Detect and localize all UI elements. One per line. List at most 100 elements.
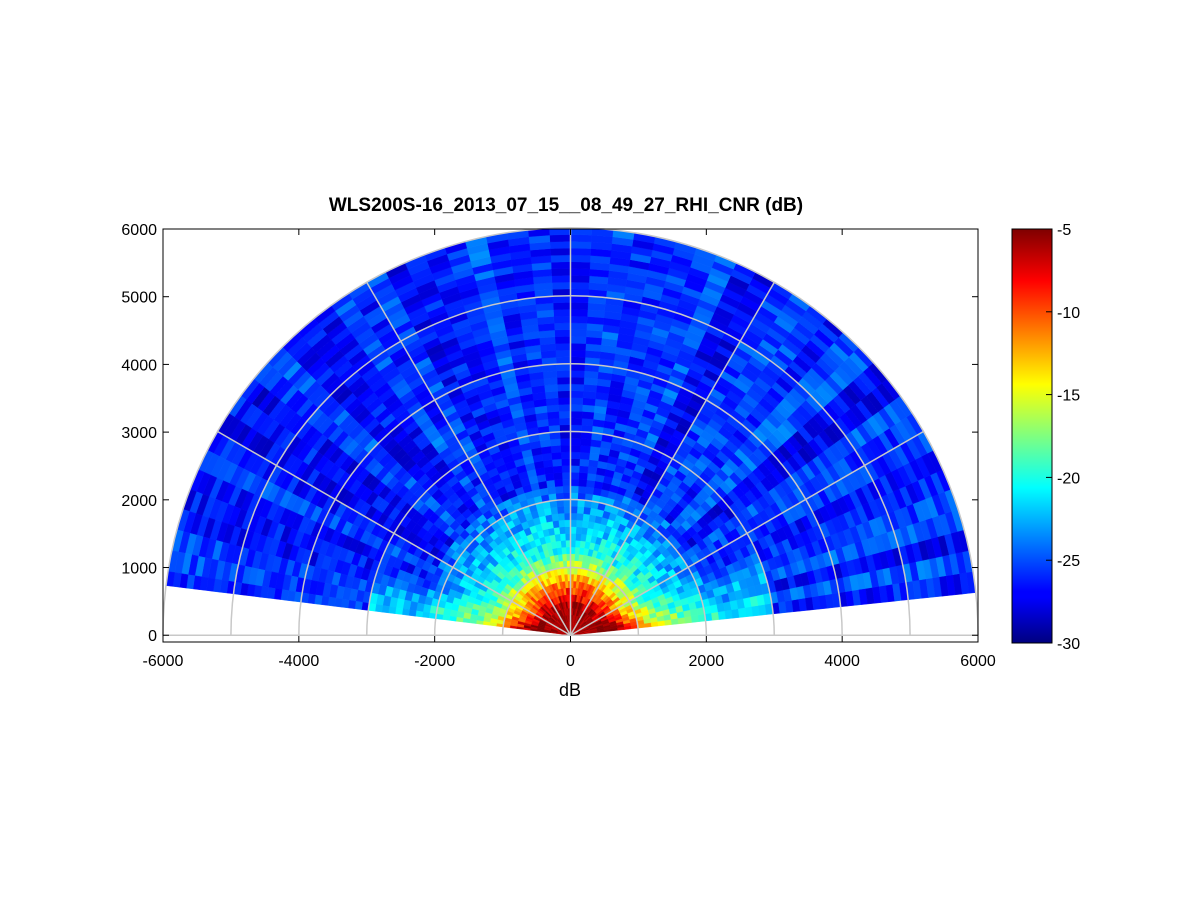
heatmap-cell <box>408 609 417 617</box>
y-tick-label: 3000 <box>121 425 157 442</box>
heatmap-cell <box>551 513 559 522</box>
heatmap-cell <box>549 438 561 447</box>
heatmap-cell <box>553 478 563 487</box>
heatmap-cell <box>585 479 596 488</box>
heatmap-cell <box>556 370 571 378</box>
heatmap-cell <box>558 410 571 419</box>
colorbar-tick-label: -15 <box>1057 388 1080 405</box>
heatmap-cell <box>564 526 571 534</box>
heatmap-cell <box>570 465 580 473</box>
heatmap-cell <box>570 512 578 521</box>
x-tick-label: 4000 <box>824 653 860 670</box>
heatmap-cell <box>545 479 556 488</box>
heatmap-cell <box>570 410 583 419</box>
heatmap-cell <box>401 608 410 616</box>
heatmap-cell <box>570 268 590 277</box>
polar-grid <box>162 227 979 636</box>
heatmap-cell <box>552 288 571 297</box>
heatmap-cell <box>557 397 571 405</box>
heatmap-cell <box>456 610 465 619</box>
heatmap-cell <box>581 411 595 420</box>
heatmap-cell <box>341 598 350 609</box>
heatmap-cell <box>570 478 579 487</box>
heatmap-cell <box>570 417 583 426</box>
heatmap-cell <box>576 506 585 514</box>
y-tick-label: 4000 <box>121 357 157 374</box>
heatmap-cell <box>421 611 430 619</box>
colorbar <box>1011 228 1053 644</box>
heatmap-cell <box>563 499 571 507</box>
heatmap-cell <box>580 533 587 542</box>
heatmap-cell <box>559 533 566 541</box>
heatmap-cell <box>553 308 571 317</box>
heatmap-cell <box>388 606 397 614</box>
heatmap-cell <box>551 451 562 460</box>
heatmap-cell <box>546 411 560 420</box>
heatmap-cell <box>577 485 587 494</box>
x-axis-label: dB <box>559 680 581 700</box>
heatmap-cell <box>381 605 390 614</box>
heatmap-cell <box>582 513 590 522</box>
heatmap-cell <box>551 275 571 283</box>
heatmap-cell <box>551 458 562 467</box>
heatmap-cell <box>552 302 571 310</box>
heatmap-cell <box>554 329 571 338</box>
heatmap-cell <box>550 254 571 263</box>
x-tick-label: 6000 <box>960 653 996 670</box>
heatmap-cell <box>570 288 589 297</box>
heatmap-cell <box>546 404 560 413</box>
heatmap-cell <box>415 610 424 618</box>
y-axis: 0 1000 2000 3000 4000 5000 6000 <box>121 222 978 645</box>
heatmap-cell <box>553 315 571 324</box>
heatmap-cell <box>570 261 591 270</box>
heatmap-cell <box>563 512 571 521</box>
x-tick-label: -2000 <box>414 653 455 670</box>
heatmap-cell <box>557 383 571 392</box>
heatmap-cell <box>556 376 571 385</box>
heatmap-cell <box>562 492 571 500</box>
polar-spoke <box>569 281 775 636</box>
heatmap-cell <box>570 356 586 365</box>
heatmap-cell <box>573 560 579 568</box>
heatmap-cell <box>581 404 595 413</box>
heatmap-cell <box>543 384 558 393</box>
heatmap-cell <box>570 241 592 249</box>
heatmap-cell <box>554 342 571 351</box>
heatmap-cell <box>547 417 560 427</box>
heatmap-cells <box>165 227 977 636</box>
y-tick-label: 2000 <box>121 493 157 510</box>
heatmap-cell <box>544 472 555 482</box>
heatmap-cell <box>570 505 578 514</box>
heatmap-cell <box>574 546 580 555</box>
heatmap-cell <box>583 506 591 515</box>
heatmap-cell <box>583 377 598 386</box>
heatmap-cell <box>581 520 589 529</box>
heatmap-cell <box>550 261 571 270</box>
colorbar-tick-label: -25 <box>1057 553 1080 570</box>
heatmap-cell <box>557 390 571 399</box>
heatmap-cell <box>570 485 579 494</box>
heatmap-cell <box>570 458 580 466</box>
heatmap-cell <box>724 609 733 620</box>
heatmap-cell <box>586 472 597 482</box>
heatmap-cell <box>570 533 577 541</box>
heatmap-cell <box>564 533 571 541</box>
heatmap-cell <box>587 466 598 475</box>
heatmap-cell <box>543 377 558 386</box>
heatmap-cell <box>573 573 578 582</box>
polar-spoke <box>366 281 572 636</box>
heatmap-cell <box>570 376 585 385</box>
heatmap-cell <box>570 329 587 338</box>
heatmap-cell <box>570 349 586 358</box>
chart-title: WLS200S-16_2013_07_15__08_49_27_RHI_CNR … <box>329 195 803 216</box>
colorbar-tick-label: -20 <box>1057 470 1080 487</box>
heatmap-cell <box>570 438 582 446</box>
heatmap-cell <box>570 519 577 527</box>
heatmap-cell <box>578 472 588 481</box>
heatmap-cell <box>554 336 571 344</box>
heatmap-cell <box>561 458 571 466</box>
heatmap-cell <box>570 397 584 405</box>
y-tick-label: 6000 <box>121 222 157 239</box>
colorbar-tick-label: -30 <box>1057 636 1080 653</box>
heatmap-cell <box>570 308 588 317</box>
